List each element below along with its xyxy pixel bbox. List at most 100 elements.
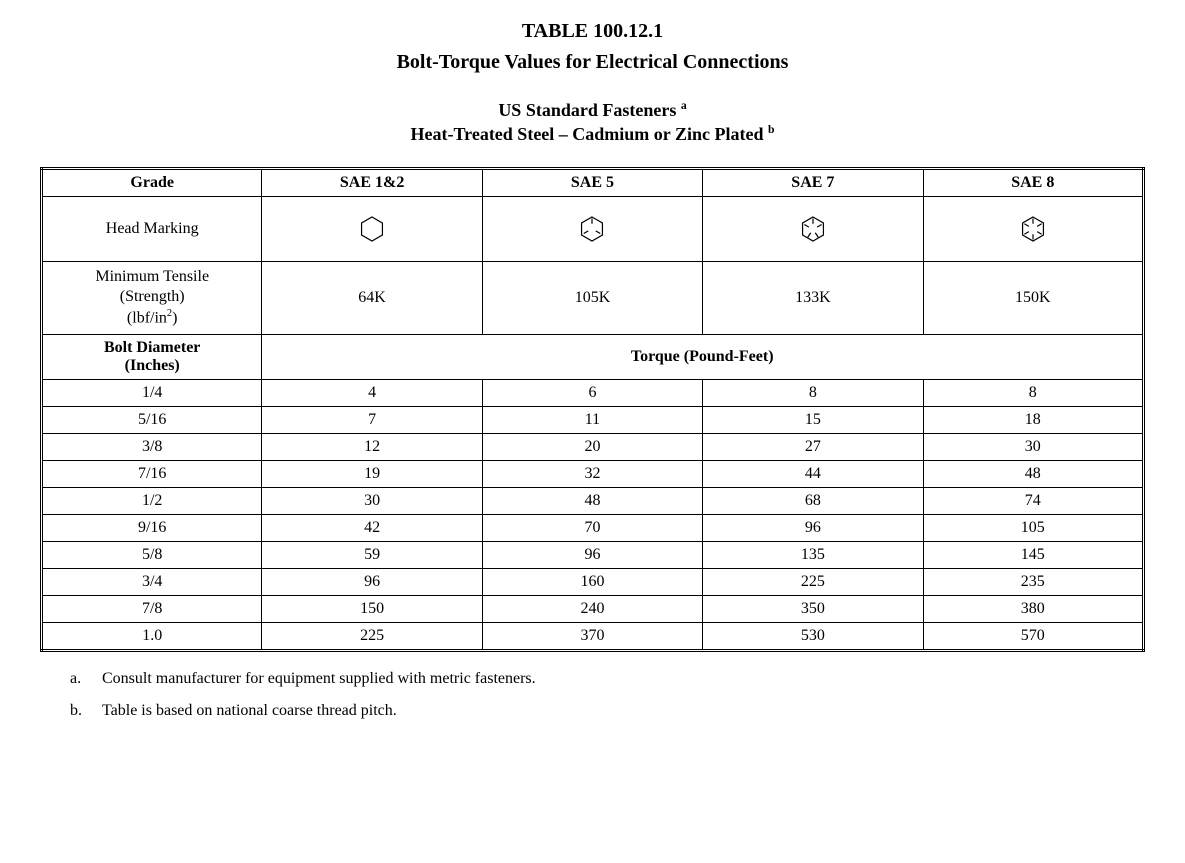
grade-header-row: Grade SAE 1&2 SAE 5 SAE 7 SAE 8 [42,168,1144,196]
val-cell: 96 [482,541,702,568]
footnote-a-text: Consult manufacturer for equipment suppl… [102,670,536,688]
dia-cell: 1/4 [42,379,262,406]
table-row: 5/16 7 11 15 18 [42,406,1144,433]
grade-col-2: SAE 5 [482,168,702,196]
val-cell: 19 [262,460,482,487]
table-row: 9/16 42 70 96 105 [42,514,1144,541]
val-cell: 32 [482,460,702,487]
tensile-c4: 150K [923,261,1143,334]
val-cell: 96 [703,514,923,541]
val-cell: 530 [703,622,923,650]
table-row: 1/4 4 6 8 8 [42,379,1144,406]
dia-cell: 7/8 [42,595,262,622]
grade-col-1: SAE 1&2 [262,168,482,196]
grade-col-3: SAE 7 [703,168,923,196]
val-cell: 96 [262,568,482,595]
table-row: 3/8 12 20 27 30 [42,433,1144,460]
table-row: 5/8 59 96 135 145 [42,541,1144,568]
val-cell: 380 [923,595,1143,622]
torque-header: Torque (Pound-Feet) [262,334,1144,379]
dia-cell: 5/8 [42,541,262,568]
val-cell: 225 [262,622,482,650]
val-cell: 48 [923,460,1143,487]
head-marking-sae12 [262,196,482,261]
tensile-l2: (Strength) [120,288,185,305]
head-marking-sae7 [703,196,923,261]
dia-cell: 1/2 [42,487,262,514]
val-cell: 59 [262,541,482,568]
val-cell: 160 [482,568,702,595]
footnotes: a. Consult manufacturer for equipment su… [40,670,1145,720]
dia-cell: 5/16 [42,406,262,433]
dia-cell: 3/8 [42,433,262,460]
val-cell: 48 [482,487,702,514]
section-header-row: Bolt Diameter (Inches) Torque (Pound-Fee… [42,334,1144,379]
val-cell: 68 [703,487,923,514]
head-marking-label: Head Marking [42,196,262,261]
grade-label: Grade [42,168,262,196]
tensile-l1: Minimum Tensile [95,268,209,285]
val-cell: 235 [923,568,1143,595]
subtitle-2-text: Heat-Treated Steel – Cadmium or Zinc Pla… [411,124,768,144]
hex-plain-icon [357,214,387,244]
tensile-c3: 133K [703,261,923,334]
val-cell: 12 [262,433,482,460]
hex-6mark-icon [1018,214,1048,244]
table-row: 7/8 150 240 350 380 [42,595,1144,622]
val-cell: 150 [262,595,482,622]
val-cell: 240 [482,595,702,622]
val-cell: 11 [482,406,702,433]
table-title: Bolt-Torque Values for Electrical Connec… [40,51,1145,74]
tensile-l3-post: ) [172,309,177,326]
val-cell: 225 [703,568,923,595]
val-cell: 7 [262,406,482,433]
val-cell: 44 [703,460,923,487]
bolt-dia-l2: (Inches) [125,357,180,374]
val-cell: 27 [703,433,923,460]
dia-cell: 9/16 [42,514,262,541]
val-cell: 135 [703,541,923,568]
val-cell: 370 [482,622,702,650]
torque-table: Grade SAE 1&2 SAE 5 SAE 7 SAE 8 Head Mar… [40,167,1145,652]
footnote-b: b. Table is based on national coarse thr… [70,702,1145,720]
footnote-b-text: Table is based on national coarse thread… [102,702,397,720]
subtitle-line-1: US Standard Fasteners a [40,98,1145,122]
val-cell: 74 [923,487,1143,514]
footnote-b-letter: b. [70,702,88,720]
val-cell: 8 [703,379,923,406]
val-cell: 105 [923,514,1143,541]
dia-cell: 1.0 [42,622,262,650]
val-cell: 30 [923,433,1143,460]
dia-cell: 7/16 [42,460,262,487]
hex-5mark-icon [798,214,828,244]
val-cell: 570 [923,622,1143,650]
val-cell: 6 [482,379,702,406]
table-number: TABLE 100.12.1 [40,20,1145,43]
tensile-label: Minimum Tensile (Strength) (lbf/in2) [42,261,262,334]
val-cell: 350 [703,595,923,622]
val-cell: 4 [262,379,482,406]
bolt-dia-l1: Bolt Diameter [104,339,200,356]
table-row: 1.0 225 370 530 570 [42,622,1144,650]
subtitle-2-sup: b [768,123,775,136]
tensile-l3-pre: (lbf/in [127,309,167,326]
val-cell: 145 [923,541,1143,568]
title-block: TABLE 100.12.1 Bolt-Torque Values for El… [40,20,1145,147]
head-marking-sae8 [923,196,1143,261]
tensile-c2: 105K [482,261,702,334]
tensile-row: Minimum Tensile (Strength) (lbf/in2) 64K… [42,261,1144,334]
val-cell: 20 [482,433,702,460]
head-marking-row: Head Marking [42,196,1144,261]
head-marking-sae5 [482,196,702,261]
dia-cell: 3/4 [42,568,262,595]
val-cell: 15 [703,406,923,433]
hex-3mark-icon [577,214,607,244]
subtitle-line-2: Heat-Treated Steel – Cadmium or Zinc Pla… [40,122,1145,146]
bolt-diameter-header: Bolt Diameter (Inches) [42,334,262,379]
grade-col-4: SAE 8 [923,168,1143,196]
val-cell: 70 [482,514,702,541]
val-cell: 42 [262,514,482,541]
tensile-c1: 64K [262,261,482,334]
subtitle-1-sup: a [681,99,687,112]
table-row: 7/16 19 32 44 48 [42,460,1144,487]
